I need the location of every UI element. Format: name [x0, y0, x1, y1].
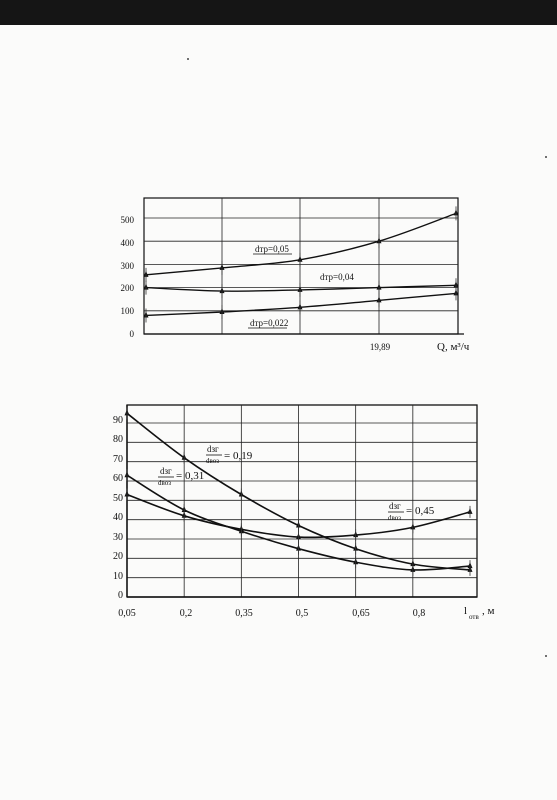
y-tick-label: 200 [121, 283, 135, 293]
y-tick-label: 0 [118, 590, 123, 601]
chart-2-grid [126, 404, 478, 598]
label-numerator: dзг [207, 444, 219, 454]
series-line [145, 292, 457, 317]
x-tick-label: 0,2 [180, 608, 193, 619]
label-denominator: dвоз [388, 514, 401, 522]
y-tick-label: 50 [113, 493, 123, 504]
top-dark-bar [0, 0, 557, 25]
chart-1-series [143, 206, 459, 323]
x-tick-label: 0,8 [413, 608, 426, 619]
x-tick-label: 0,5 [296, 608, 309, 619]
label-denominator: dвоз [158, 479, 171, 487]
series-line [145, 212, 457, 276]
y-tick-label: 500 [121, 215, 135, 225]
x-axis-title-main: l [464, 605, 467, 617]
chart-1: 0 100 200 300 400 500 19,89 Q, м³/ч dтр=… [121, 197, 470, 353]
series-label: dтр=0,05 [255, 244, 289, 254]
label-value: = 0,31 [176, 470, 204, 482]
x-axis-title-unit: , м [482, 605, 495, 617]
y-tick-label: 70 [113, 454, 123, 465]
y-tick-label: 20 [113, 551, 123, 562]
chart-2-x-ticks: 0,05 0,2 0,35 0,5 0,65 0,8 [118, 608, 425, 619]
x-tick-label: 0,05 [118, 608, 136, 619]
x-tick-label: 19,89 [370, 342, 391, 352]
y-tick-label: 100 [121, 306, 135, 316]
x-axis-title: l отв , м [464, 605, 495, 621]
label-numerator: dзг [160, 466, 172, 476]
chart-1-y-ticks: 0 100 200 300 400 500 [121, 215, 135, 339]
series-label-045: dзг dвоз = 0,45 [388, 501, 435, 522]
chart-2: 0 10 20 30 40 50 60 70 80 90 0,05 0,2 0,… [113, 404, 495, 621]
series-label-019: dзг dвоз = 0,19 [206, 444, 253, 465]
label-value: = 0,45 [406, 505, 435, 517]
x-axis-title-sub: отв [469, 613, 479, 621]
plot-frame [126, 404, 478, 598]
y-tick-label: 30 [113, 532, 123, 543]
series-label-031: dзг dвоз = 0,31 [158, 466, 204, 487]
scan-speck [545, 655, 547, 657]
x-axis-title: Q, м³/ч [437, 341, 470, 353]
y-tick-label: 80 [113, 434, 123, 445]
x-tick-label: 0,35 [235, 608, 253, 619]
label-numerator: dзг [389, 501, 401, 511]
y-tick-label: 10 [113, 571, 123, 582]
label-denominator: dвоз [206, 457, 219, 465]
y-tick-label: 60 [113, 473, 123, 484]
series-label: dтр=0,022 [250, 318, 288, 328]
series-label: dтр=0,04 [320, 272, 354, 282]
y-tick-label: 300 [121, 261, 135, 271]
y-tick-label: 40 [113, 512, 123, 523]
scan-speck [187, 58, 189, 60]
scan-speck [545, 156, 547, 158]
y-tick-label: 90 [113, 415, 123, 426]
label-value: = 0,19 [224, 450, 253, 462]
chart-2-y-ticks: 0 10 20 30 40 50 60 70 80 90 [113, 415, 123, 601]
chart-2-series [124, 407, 473, 576]
x-tick-label: 0,65 [352, 608, 370, 619]
y-tick-label: 400 [121, 238, 135, 248]
y-tick-label: 0 [130, 329, 135, 339]
